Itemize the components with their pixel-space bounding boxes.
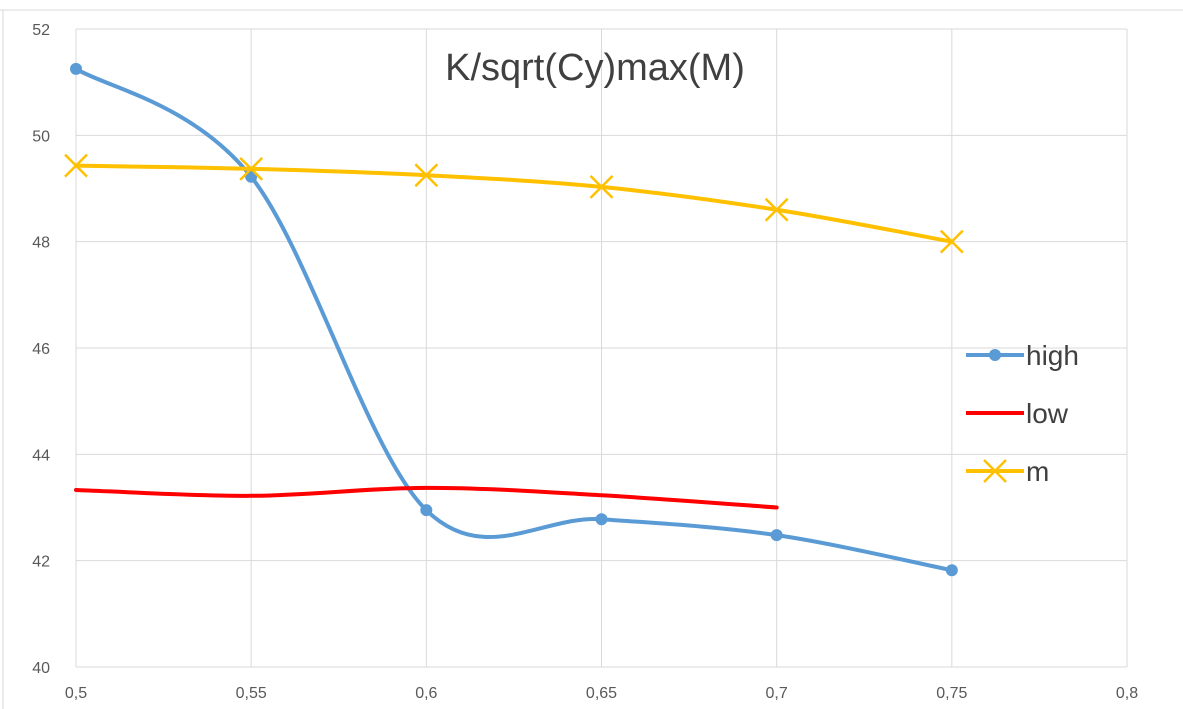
series-high — [70, 62, 958, 577]
data-point-high — [945, 564, 958, 577]
data-point-m — [939, 229, 964, 254]
x-tick-label: 0,65 — [586, 685, 617, 702]
y-tick-label: 46 — [32, 341, 50, 358]
series-low — [74, 485, 779, 510]
x-tick-label: 0,7 — [766, 685, 788, 702]
x-tick-label: 0,6 — [415, 685, 437, 702]
data-point-high — [595, 513, 608, 526]
legend-item-m: m — [966, 456, 1049, 487]
legend-label: high — [1026, 340, 1079, 371]
legend-label: m — [1026, 456, 1049, 487]
series-line-m — [74, 163, 954, 244]
data-series — [64, 62, 964, 577]
x-tick-label: 0,55 — [236, 685, 267, 702]
legend-item-low: low — [966, 398, 1069, 429]
x-tick-label: 0,8 — [1116, 685, 1138, 702]
data-point-m — [764, 197, 789, 222]
data-point-high — [770, 529, 783, 542]
legend-marker — [983, 459, 1007, 483]
y-tick-label: 42 — [32, 554, 50, 571]
legend-marker — [989, 349, 1001, 361]
axis-ticks: 40 42 44 46 48 50 52 0,5 0,55 0,6 0,65 0,7 0,75 0,8 — [32, 22, 1138, 702]
data-point-high — [420, 504, 433, 517]
data-point-m — [64, 153, 88, 178]
gridlines — [75, 28, 1128, 668]
series-line-low — [74, 485, 779, 510]
data-point-m — [239, 156, 264, 181]
data-point-m — [414, 163, 439, 188]
legend-item-high: high — [966, 340, 1079, 371]
y-tick-label: 48 — [32, 235, 50, 252]
data-point-high — [70, 62, 82, 75]
y-tick-label: 52 — [32, 22, 50, 39]
y-tick-label: 44 — [32, 447, 50, 464]
data-point-m — [589, 175, 614, 199]
legend: high low m — [966, 340, 1079, 487]
data-point-high — [245, 170, 258, 183]
x-tick-label: 0,75 — [936, 685, 967, 702]
legend-label: low — [1026, 398, 1069, 429]
chart-title: K/sqrt(Cy)max(M) — [445, 47, 745, 89]
series-m — [64, 153, 964, 254]
y-tick-label: 50 — [32, 128, 50, 145]
x-tick-label: 0,5 — [65, 685, 87, 702]
y-tick-label: 40 — [32, 660, 50, 677]
